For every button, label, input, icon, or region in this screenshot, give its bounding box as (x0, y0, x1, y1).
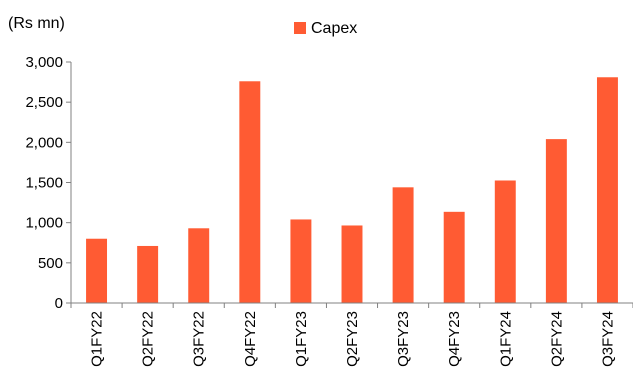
bar-q3fy22 (188, 228, 210, 303)
bar-q1fy22 (86, 238, 108, 303)
x-tick-label: Q1FY24 (497, 311, 514, 367)
y-unit-label: (Rs mn) (8, 15, 65, 32)
x-tick-label: Q1FY23 (293, 311, 310, 367)
x-tick-label: Q3FY22 (191, 311, 208, 367)
bar-q4fy23 (443, 211, 465, 303)
bar-q1fy24 (494, 180, 516, 303)
y-tick-label: 1,000 (25, 215, 63, 232)
y-tick-label: 2,000 (25, 134, 63, 151)
x-axis: Q1FY22 Q2FY22 Q3FY22 Q4FY22 Q1FY23 Q2FY23 Q3FY… (70, 302, 633, 367)
bars (86, 77, 618, 303)
x-tick-label: Q3FY24 (599, 311, 616, 367)
y-tick-label: 1,500 (25, 175, 63, 192)
x-tick-label: Q2FY22 (140, 311, 157, 367)
bar-q1fy23 (290, 219, 312, 303)
bar-q3fy24 (596, 77, 618, 303)
bar-q4fy22 (239, 81, 261, 303)
legend-swatch-capex (294, 22, 306, 34)
y-tick-label: 3,000 (25, 54, 63, 71)
x-tick-label: Q2FY24 (548, 311, 565, 367)
x-tick-label: Q1FY22 (89, 311, 106, 367)
bar-q2fy23 (341, 225, 363, 303)
bar-q2fy22 (137, 245, 159, 303)
x-tick-label: Q3FY23 (395, 311, 412, 367)
x-tick-label: Q2FY23 (344, 311, 361, 367)
y-tick-label: 0 (55, 295, 63, 312)
bar-q3fy23 (392, 187, 414, 303)
y-tick-label: 500 (38, 255, 63, 272)
legend-label-capex: Capex (311, 20, 357, 37)
y-axis: 0 500 1,000 1,500 2,000 2,500 3,000 (25, 54, 72, 312)
x-tick-label: Q4FY22 (242, 311, 259, 367)
x-tick-label: Q4FY23 (446, 311, 463, 367)
bar-q2fy24 (545, 139, 567, 303)
y-tick-label: 2,500 (25, 94, 63, 111)
legend: Capex (294, 20, 357, 37)
